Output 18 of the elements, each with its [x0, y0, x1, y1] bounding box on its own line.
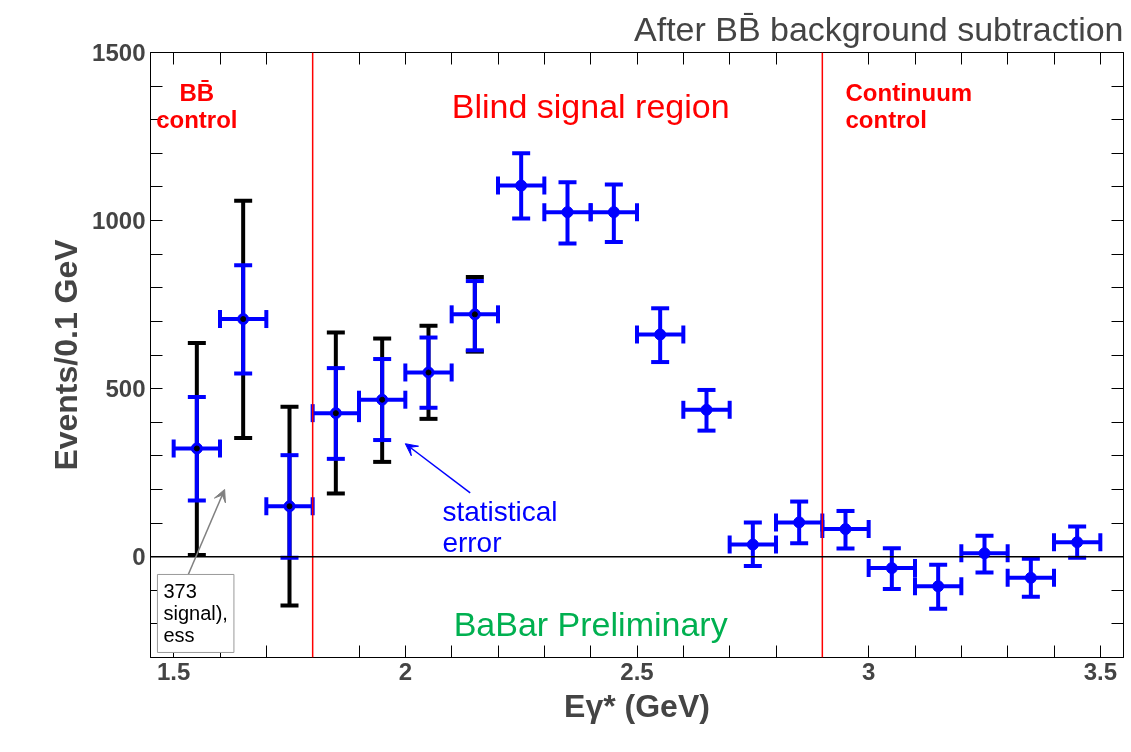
x-tick-label: 2.5: [620, 657, 654, 685]
annotation: statistical error: [442, 496, 558, 559]
y-tick-label: 500: [105, 375, 146, 403]
x-tick-label: 3: [861, 657, 876, 685]
y-tick-label: 1000: [92, 207, 146, 235]
y-axis-title: Events/0.1 GeV: [48, 238, 85, 471]
x-tick-label: 1.5: [156, 657, 191, 685]
y-tick-label: 1500: [92, 39, 146, 66]
y-tick-label: 0: [132, 543, 146, 571]
annotation: Continuum control: [845, 79, 973, 134]
x-tick-label: 3.5: [1083, 657, 1118, 685]
chart-title: After BB̄ background subtraction: [634, 9, 1124, 48]
annotation: BB̄ control: [156, 79, 238, 134]
annotation: 373 signal), ess: [163, 580, 228, 647]
x-axis-title: Eγ* (GeV): [564, 687, 710, 724]
x-tick-label: 2: [398, 657, 413, 685]
annotation: Blind signal region: [451, 87, 730, 126]
annotation: BaBar Preliminary: [453, 604, 728, 643]
